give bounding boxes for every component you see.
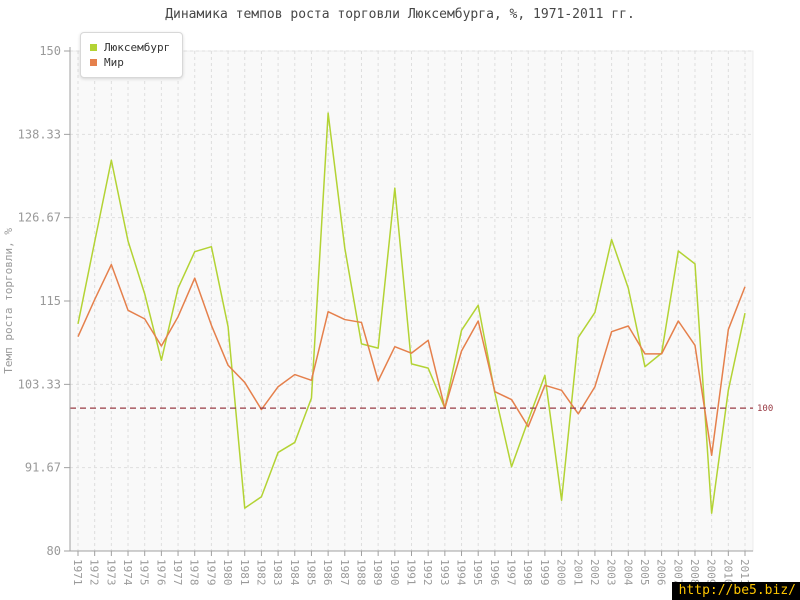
svg-text:1977: 1977 [171,559,184,586]
legend-label-world: Мир [104,56,124,69]
svg-text:138.33: 138.33 [18,127,61,141]
svg-text:1973: 1973 [104,559,117,586]
svg-text:1979: 1979 [204,559,217,586]
svg-text:1996: 1996 [488,559,501,586]
series-world-line [77,263,746,457]
svg-text:2000: 2000 [555,559,568,586]
svg-text:1971: 1971 [71,559,84,586]
svg-text:1972: 1972 [88,559,101,586]
svg-text:1980: 1980 [221,559,234,586]
svg-text:2006: 2006 [655,559,668,586]
legend-item-world: Мир [90,56,170,69]
svg-text:1981: 1981 [238,559,251,586]
svg-text:1982: 1982 [254,559,267,586]
reference-line-label: 100 [757,404,773,414]
svg-text:2007: 2007 [671,559,684,586]
legend-item-luxembourg: Люксембург [90,41,170,54]
svg-text:2002: 2002 [588,559,601,586]
svg-text:2008: 2008 [688,559,701,586]
svg-text:80: 80 [47,544,61,558]
watermark-link: http://be5.biz/ [671,582,800,600]
svg-text:2004: 2004 [621,559,634,586]
y-tick-labels: 150 138.33 126.67 115 103.33 91.67 80 [18,44,70,558]
svg-text:1988: 1988 [354,559,367,586]
svg-text:115: 115 [39,294,61,308]
world-swatch-icon [90,59,97,66]
svg-text:1999: 1999 [538,559,551,586]
svg-text:1984: 1984 [288,559,301,586]
svg-text:1998: 1998 [521,559,534,586]
svg-text:1990: 1990 [388,559,401,586]
svg-text:1974: 1974 [121,559,134,586]
luxembourg-swatch-icon [90,44,97,51]
svg-text:1997: 1997 [505,559,518,586]
svg-text:1994: 1994 [455,559,468,586]
svg-text:2009: 2009 [705,559,718,586]
svg-text:91.67: 91.67 [25,461,61,475]
legend: Люксембург Мир [80,32,184,78]
svg-text:1986: 1986 [321,559,334,586]
svg-text:1989: 1989 [371,559,384,586]
svg-text:103.33: 103.33 [18,377,61,391]
x-tick-labels: 1971 1972 1973 1974 1975 1976 1977 1978 1979 1980… [71,551,751,586]
svg-text:150: 150 [39,44,61,58]
svg-text:2005: 2005 [638,559,651,586]
svg-text:1995: 1995 [471,559,484,586]
svg-text:1985: 1985 [304,559,317,586]
svg-text:2003: 2003 [605,559,618,586]
svg-text:1987: 1987 [338,559,351,586]
svg-text:1975: 1975 [138,559,151,586]
svg-text:2001: 2001 [571,559,584,586]
svg-text:1983: 1983 [271,559,284,586]
svg-text:2011: 2011 [738,559,751,586]
svg-text:1978: 1978 [188,559,201,586]
svg-text:2010: 2010 [721,559,734,586]
svg-text:126.67: 126.67 [18,211,61,225]
legend-label-luxembourg: Люксембург [104,41,171,54]
svg-text:1976: 1976 [154,559,167,586]
svg-text:1991: 1991 [405,559,418,586]
svg-text:1992: 1992 [421,559,434,586]
series-luxembourg-line [77,112,746,514]
chart-title: Динамика темпов роста торговли Люксембур… [165,7,635,22]
svg-text:1993: 1993 [438,559,451,586]
